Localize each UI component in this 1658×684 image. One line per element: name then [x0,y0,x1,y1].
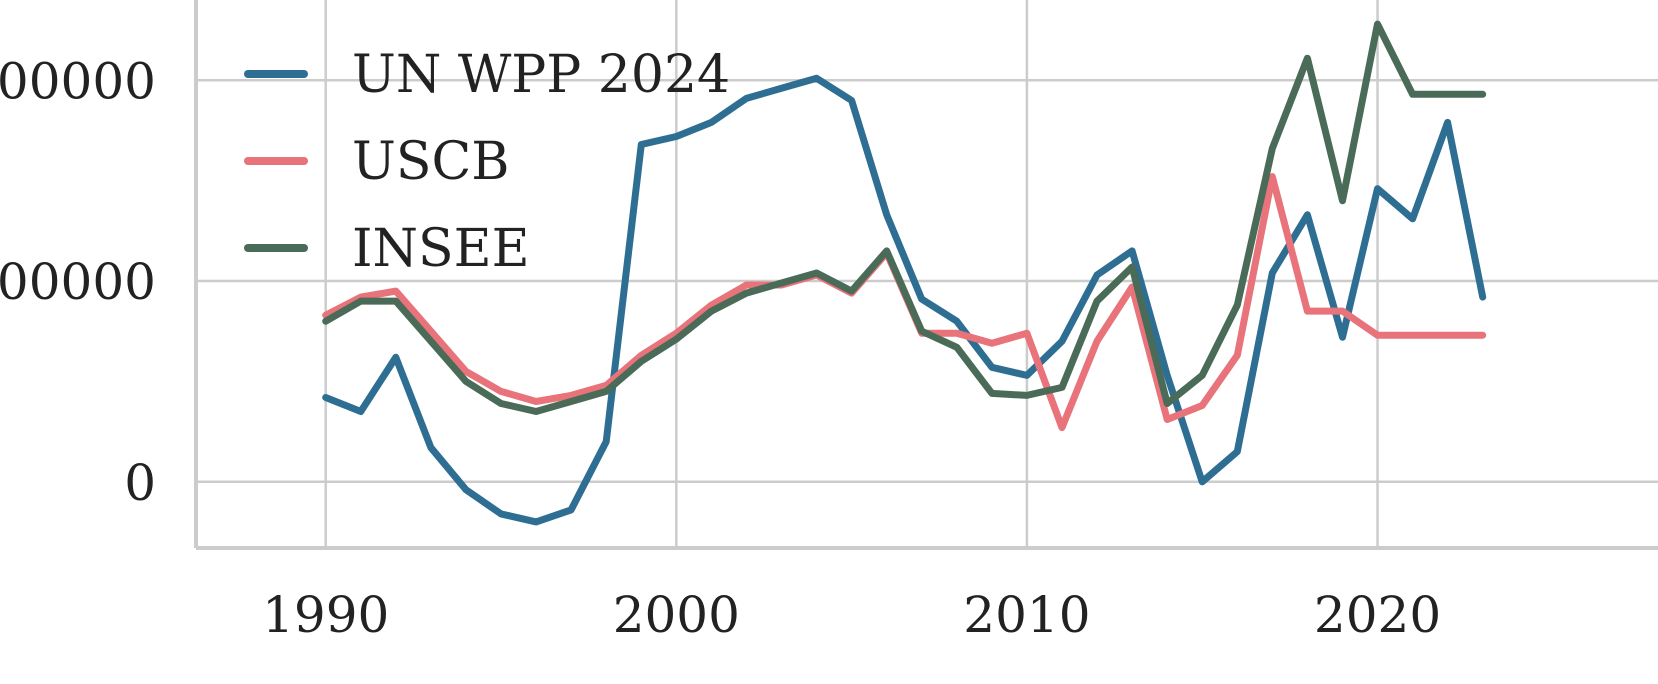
legend: UN WPP 2024 USCB INSEE [244,45,730,279]
legend-label-un-wpp-2024: UN WPP 2024 [352,45,730,105]
legend-item-uscb: USCB [244,132,509,192]
series-line-insee [322,20,1487,415]
grid [196,0,1658,548]
legend-item-un-wpp-2024: UN WPP 2024 [244,45,730,105]
legend-label-uscb: USCB [352,132,509,192]
x-tick-label-2000: 2000 [613,586,740,644]
y-tick-label-100000: 100000 [0,253,156,311]
axes [194,0,1658,550]
legend-label-insee: INSEE [352,219,530,279]
x-tick-label-2020: 2020 [1314,586,1441,644]
legend-item-insee: INSEE [244,219,530,279]
series-lines [322,20,1487,526]
x-tick-label-1990: 1990 [262,586,389,644]
y-tick-label-0: 0 [124,454,156,512]
x-tick-label-2010: 2010 [963,586,1090,644]
